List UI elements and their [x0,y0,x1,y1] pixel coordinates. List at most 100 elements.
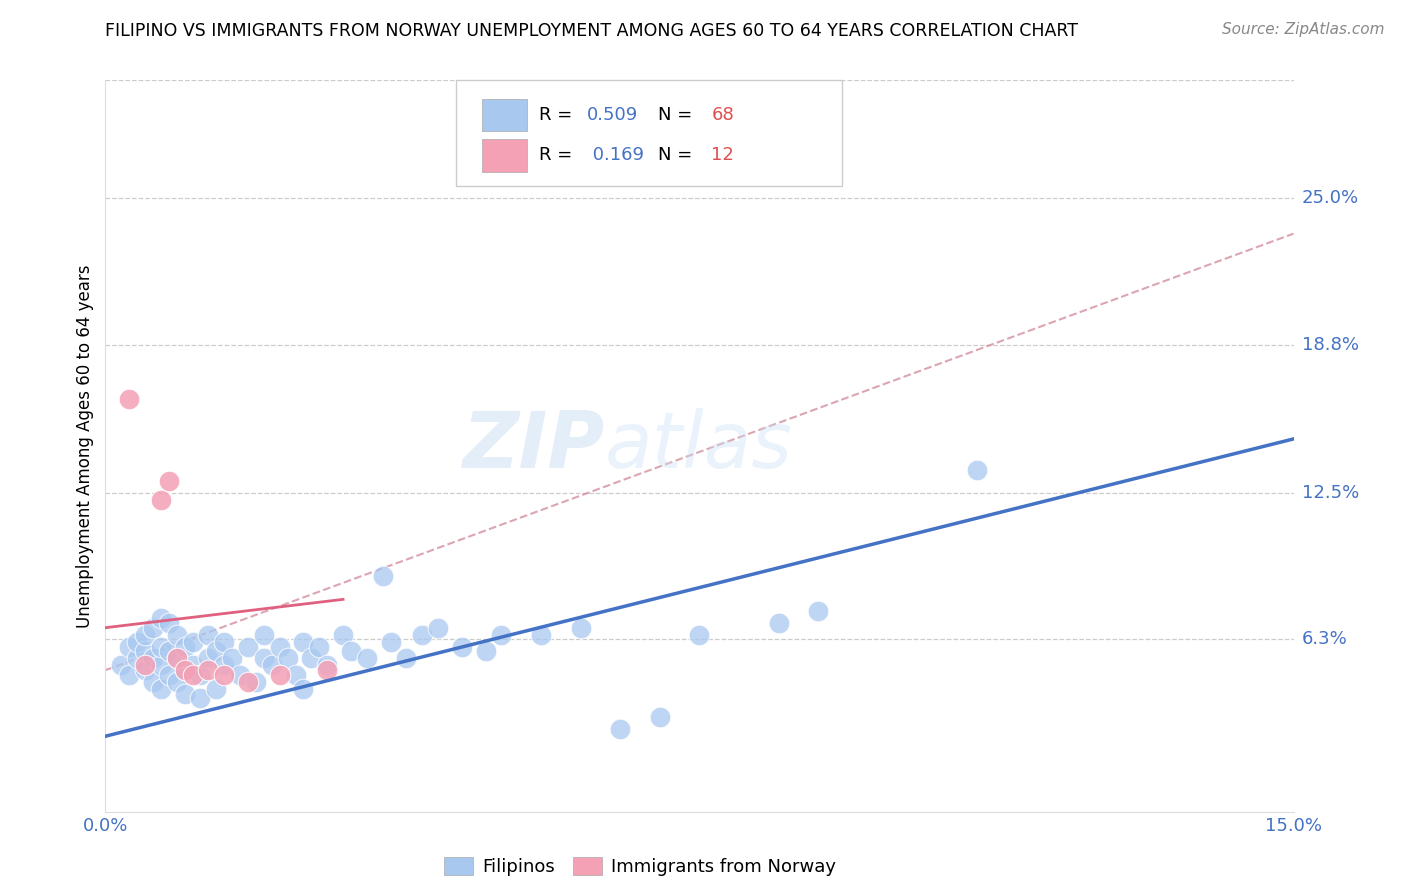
Point [807,604,830,618]
FancyBboxPatch shape [482,99,527,131]
Point [316,658,339,673]
Point [181,635,204,649]
Text: N =: N = [658,146,697,164]
Point [157,475,180,489]
Point [118,392,141,406]
Point [308,640,330,654]
Point [609,722,631,736]
Text: N =: N = [658,105,697,124]
Point [768,615,790,630]
Point [689,628,711,642]
Text: 25.0%: 25.0% [1302,189,1360,207]
Point [380,635,402,649]
Point [173,640,195,654]
Point [173,663,195,677]
Point [166,651,188,665]
Point [157,615,180,630]
Point [134,628,156,642]
Text: R =: R = [538,105,578,124]
Point [134,663,156,677]
Point [127,635,149,649]
Text: 12.5%: 12.5% [1302,484,1360,502]
Text: 12: 12 [711,146,734,164]
Point [166,651,188,665]
Point [134,658,156,673]
Y-axis label: Unemployment Among Ages 60 to 64 years: Unemployment Among Ages 60 to 64 years [76,264,94,628]
Point [205,644,228,658]
Point [277,651,299,665]
Text: 18.8%: 18.8% [1302,335,1358,353]
Point [569,621,592,635]
Point [269,668,291,682]
Point [356,651,378,665]
Point [149,658,172,673]
Point [221,651,243,665]
Text: Source: ZipAtlas.com: Source: ZipAtlas.com [1222,22,1385,37]
Point [205,681,228,696]
Point [181,658,204,673]
Point [142,621,165,635]
Point [142,651,165,665]
Point [284,668,307,682]
Point [149,640,172,654]
Point [427,621,450,635]
Point [340,644,363,658]
Point [166,675,188,690]
Point [197,628,219,642]
Point [127,651,149,665]
Point [166,628,188,642]
Point [110,658,132,673]
Point [299,651,322,665]
Point [269,640,291,654]
Point [491,628,513,642]
Text: 68: 68 [711,105,734,124]
Point [157,644,180,658]
Point [134,644,156,658]
Text: R =: R = [538,146,578,164]
Point [253,651,276,665]
Point [371,568,394,582]
Point [118,640,141,654]
Point [474,644,496,658]
Point [149,611,172,625]
Point [648,710,671,724]
Text: ZIP: ZIP [463,408,605,484]
Point [332,628,354,642]
Legend: Filipinos, Immigrants from Norway: Filipinos, Immigrants from Norway [437,849,844,883]
Point [118,668,141,682]
Point [253,628,276,642]
Point [173,663,195,677]
Point [260,658,283,673]
Point [157,668,180,682]
Point [450,640,472,654]
Point [292,681,315,696]
Point [245,675,267,690]
Point [966,462,988,476]
Point [292,635,315,649]
Text: 6.3%: 6.3% [1302,631,1347,648]
Point [181,668,204,682]
Text: atlas: atlas [605,408,793,484]
FancyBboxPatch shape [482,139,527,171]
Point [190,668,212,682]
Point [530,628,553,642]
Point [236,675,259,690]
Text: 0.509: 0.509 [586,105,638,124]
Text: 0.169: 0.169 [586,146,644,164]
Point [395,651,418,665]
Point [236,640,259,654]
Point [149,493,172,508]
Point [173,687,195,701]
Point [197,663,219,677]
Point [214,658,236,673]
Point [316,663,339,677]
Text: FILIPINO VS IMMIGRANTS FROM NORWAY UNEMPLOYMENT AMONG AGES 60 TO 64 YEARS CORREL: FILIPINO VS IMMIGRANTS FROM NORWAY UNEMP… [105,22,1078,40]
Point [149,681,172,696]
Point [197,651,219,665]
Point [411,628,433,642]
Point [214,668,236,682]
Point [229,668,252,682]
Point [214,635,236,649]
Point [190,691,212,706]
FancyBboxPatch shape [456,80,842,186]
